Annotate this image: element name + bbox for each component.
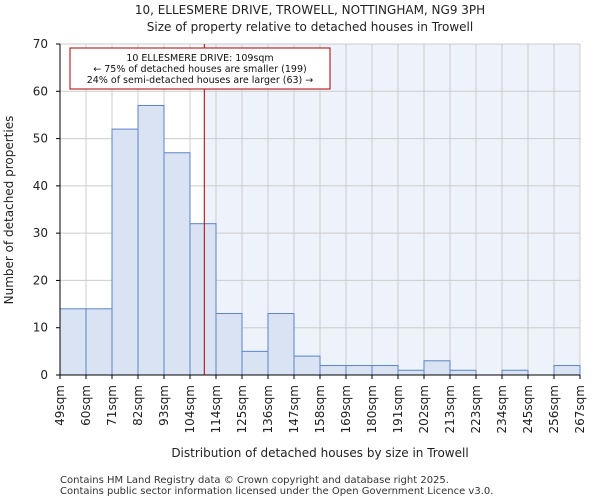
- x-tick-202sqm: 202sqm: [417, 385, 431, 433]
- bar-169sqm: [345, 365, 373, 376]
- footer-line-2: Contains public sector information licen…: [60, 486, 493, 497]
- bar-104sqm: [189, 223, 217, 376]
- bar-82sqm: [137, 104, 165, 376]
- x-tick-267sqm: 267sqm: [573, 385, 587, 433]
- x-tick-136sqm: 136sqm: [261, 385, 275, 433]
- y-tick-labels: 0 10 20 30 40 50 60 70: [33, 37, 60, 382]
- bar-191sqm: [397, 369, 425, 376]
- bar-180sqm: [371, 365, 399, 376]
- x-tick-213sqm: 213sqm: [443, 385, 457, 433]
- annotation-box: [69, 47, 331, 90]
- x-tick-49sqm: 49sqm: [53, 385, 67, 426]
- bar-213sqm: [449, 369, 477, 376]
- bars: [59, 104, 581, 376]
- x-tick-125sqm: 125sqm: [235, 385, 249, 433]
- annotation-line-2: ← 75% of detached houses are smaller (19…: [93, 64, 306, 75]
- bar-93sqm: [163, 152, 191, 376]
- x-tick-71sqm: 71sqm: [105, 385, 119, 426]
- y-tick-0: 0: [40, 368, 48, 382]
- x-axis-label: Distribution of detached houses by size …: [171, 446, 468, 460]
- y-tick-10: 10: [33, 321, 48, 335]
- bar-136sqm: [267, 313, 295, 376]
- x-tick-191sqm: 191sqm: [391, 385, 405, 433]
- x-tick-labels: 49sqm 60sqm 71sqm 82sqm 93sqm 104sqm 114sqm 125…: [53, 375, 587, 433]
- annotation-line-3: 24% of semi-detached houses are larger (…: [87, 75, 314, 86]
- bar-158sqm: [319, 365, 347, 376]
- y-tick-60: 60: [33, 84, 48, 98]
- x-tick-245sqm: 245sqm: [521, 385, 535, 433]
- y-tick-50: 50: [33, 132, 48, 146]
- bar-234sqm: [501, 369, 529, 376]
- bar-60sqm: [85, 308, 113, 376]
- x-tick-93sqm: 93sqm: [157, 385, 171, 426]
- x-tick-104sqm: 104sqm: [183, 385, 197, 433]
- footer-line-1: Contains HM Land Registry data © Crown c…: [60, 475, 449, 486]
- x-tick-158sqm: 158sqm: [313, 385, 327, 433]
- x-tick-256sqm: 256sqm: [547, 385, 561, 433]
- bar-256sqm: [553, 365, 581, 376]
- bar-202sqm: [423, 360, 451, 376]
- y-axis-label: Number of detached properties: [2, 116, 16, 305]
- x-tick-169sqm: 169sqm: [339, 385, 353, 433]
- x-tick-234sqm: 234sqm: [495, 385, 509, 433]
- chart-title: 10, ELLESMERE DRIVE, TROWELL, NOTTINGHAM…: [135, 3, 485, 17]
- x-tick-147sqm: 147sqm: [287, 385, 301, 433]
- plot-background: [60, 44, 581, 375]
- y-tick-30: 30: [33, 226, 48, 240]
- y-tick-70: 70: [33, 37, 48, 51]
- annotation-line-1: 10 ELLESMERE DRIVE: 109sqm: [126, 53, 273, 64]
- plot-bg-right: [204, 44, 581, 375]
- x-tick-82sqm: 82sqm: [131, 385, 145, 426]
- x-tick-223sqm: 223sqm: [469, 385, 483, 433]
- chart-subtitle: Size of property relative to detached ho…: [147, 20, 473, 34]
- x-tick-180sqm: 180sqm: [365, 385, 379, 433]
- x-tick-114sqm: 114sqm: [209, 385, 223, 433]
- bar-49sqm: [59, 308, 87, 376]
- bar-114sqm: [215, 313, 243, 376]
- bar-125sqm: [241, 350, 269, 376]
- x-tick-60sqm: 60sqm: [79, 385, 93, 426]
- y-tick-40: 40: [33, 179, 48, 193]
- bar-71sqm: [111, 128, 139, 376]
- bar-147sqm: [293, 355, 321, 376]
- y-tick-20: 20: [33, 273, 48, 287]
